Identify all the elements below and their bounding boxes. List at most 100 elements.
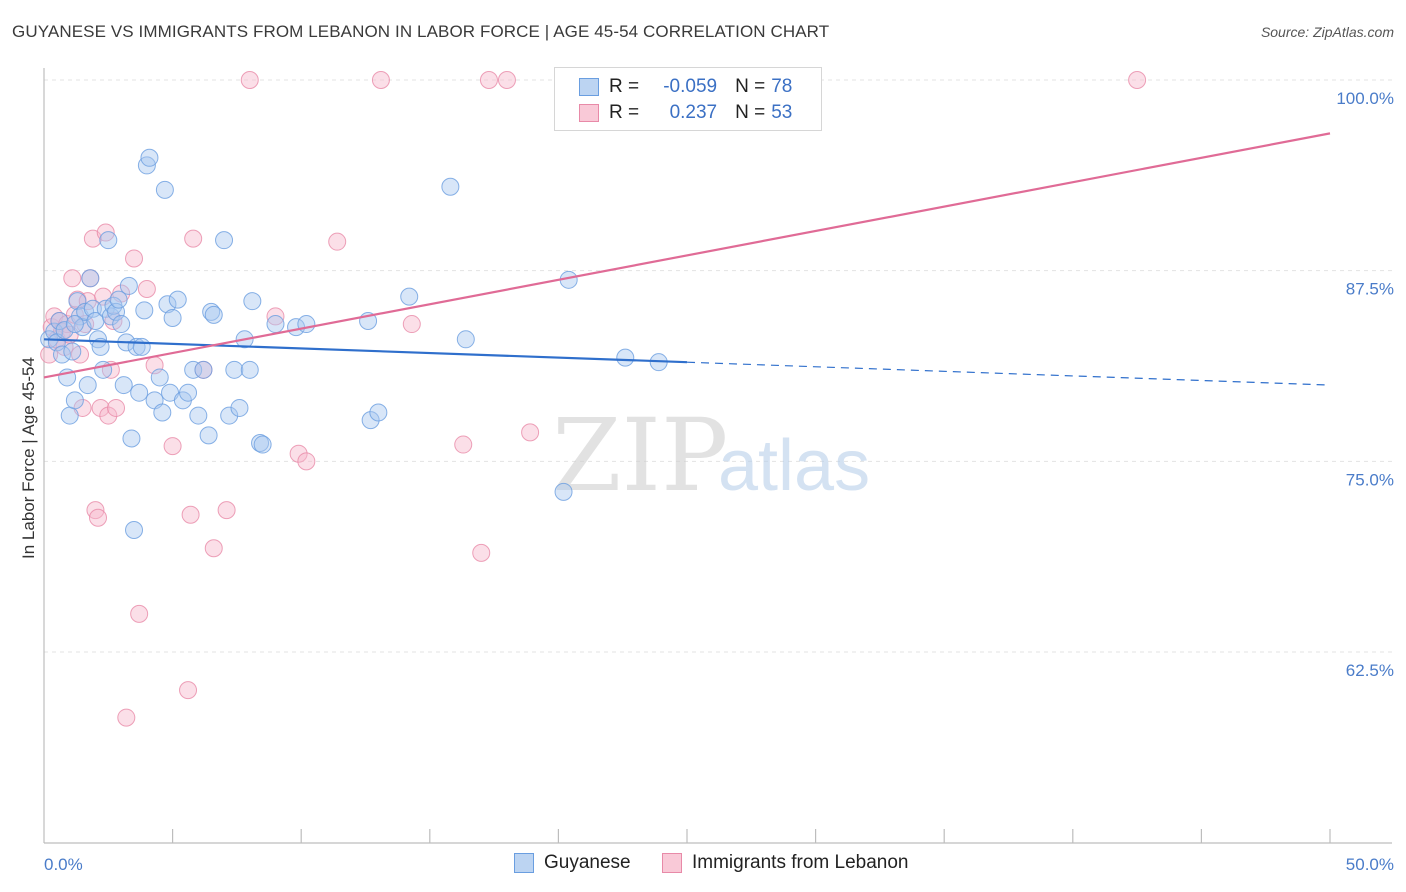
y-tick-label: 75.0% [1346, 470, 1394, 489]
guyanese-point [189, 406, 208, 425]
guyanese-point [240, 360, 259, 379]
lebanon-point [130, 604, 149, 623]
guyanese-point [53, 345, 72, 364]
y-tick-label: 100.0% [1336, 89, 1394, 108]
guyanese-point [132, 337, 151, 356]
lebanon-point [217, 501, 236, 520]
lebanon-point [371, 71, 390, 89]
legend-n-label: N = [735, 102, 766, 123]
watermark-zip: ZIP [552, 397, 728, 514]
guyanese-point [616, 348, 635, 367]
y-tick-label: 87.5% [1346, 280, 1394, 299]
lebanon-point [289, 444, 308, 463]
source-credit: Source: ZipAtlas.com [1260, 24, 1394, 40]
guyanese-point [230, 398, 249, 417]
lebanon-point [328, 232, 347, 251]
correlation-legend: R = -0.059 N = 78 R = 0.237 N = 53 [554, 67, 822, 131]
x-tick-label: 50.0% [1346, 855, 1394, 874]
guyanese-point [153, 403, 172, 422]
lebanon-trend-line [43, 132, 1331, 379]
guyanese-point [63, 342, 82, 361]
legend-label-guyanese: Guyanese [544, 852, 631, 873]
lebanon-point [63, 269, 82, 288]
guyanese-point [361, 411, 380, 430]
lebanon-point [454, 435, 473, 454]
legend-swatch-blue [579, 78, 599, 96]
guyanese-point [140, 148, 159, 167]
guyanese-point [94, 360, 113, 379]
guyanese-point [297, 315, 316, 334]
lebanon-point [125, 249, 144, 268]
guyanese-point [184, 360, 203, 379]
legend-n-value: 53 [771, 102, 793, 123]
y-axis-label: In Labor Force | Age 45-54 [19, 357, 38, 559]
guyanese-point [253, 435, 272, 454]
guyanese-point [114, 376, 133, 395]
guyanese-point [441, 177, 460, 196]
legend-item-lebanon[interactable]: Immigrants from Lebanon [662, 852, 909, 874]
guyanese-point [65, 391, 84, 410]
watermark-atlas: atlas [718, 426, 870, 506]
guyanese-point [119, 276, 138, 295]
lebanon-point [240, 71, 259, 89]
guyanese-point [554, 482, 573, 501]
guyanese-point [225, 360, 244, 379]
lebanon-point [99, 406, 118, 425]
lebanon-point [297, 452, 316, 471]
axes [43, 68, 1392, 844]
legend-n-label: N = [735, 76, 766, 97]
guyanese-point [155, 180, 174, 199]
lebanon-point [179, 681, 198, 700]
lebanon-point [521, 423, 540, 442]
guyanese-trend-extension [686, 361, 1331, 386]
legend-swatch-lebanon [662, 853, 682, 873]
guyanese-point [150, 368, 169, 387]
lebanon-point [402, 315, 421, 334]
legend-row-lebanon: R = 0.237 N = 53 [579, 100, 792, 126]
guyanese-point [243, 292, 262, 311]
guyanese-point [215, 231, 234, 250]
guyanese-point [78, 376, 97, 395]
legend-n-value: 78 [771, 76, 793, 97]
guyanese-point [135, 301, 154, 320]
guyanese-point [68, 292, 87, 311]
guyanese-point [199, 426, 218, 445]
guyanese-point [456, 330, 475, 349]
y-tick-label: 62.5% [1346, 661, 1394, 680]
lebanon-point [89, 508, 108, 527]
legend-r-label: R = [609, 76, 640, 97]
legend-r-value: 0.237 [669, 102, 718, 123]
lebanon-point [497, 71, 516, 89]
lebanon-point [181, 505, 200, 524]
trend-lines [43, 132, 1331, 386]
guyanese-point [122, 429, 141, 448]
guyanese-point [194, 360, 213, 379]
scatter-points [40, 71, 1147, 727]
guyanese-point [91, 337, 110, 356]
guyanese-point [125, 520, 144, 539]
chart-title: GUYANESE VS IMMIGRANTS FROM LEBANON IN L… [12, 22, 830, 41]
lebanon-point [479, 71, 498, 89]
guyanese-point [400, 287, 419, 306]
lebanon-point [91, 398, 110, 417]
guyanese-trend-line [43, 338, 688, 364]
lebanon-point [472, 543, 491, 562]
lebanon-point [117, 708, 136, 727]
guyanese-point [179, 383, 198, 402]
grid-lines [44, 79, 1392, 653]
guyanese-point [220, 406, 239, 425]
guyanese-point [204, 305, 223, 324]
guyanese-point [158, 295, 177, 314]
x-tick-label: 0.0% [44, 855, 83, 874]
guyanese-point [109, 290, 128, 309]
legend-r-label: R = [609, 102, 640, 123]
guyanese-point [65, 315, 84, 334]
guyanese-point [55, 321, 74, 340]
legend-item-guyanese[interactable]: Guyanese [514, 852, 631, 874]
legend-row-guyanese: R = -0.059 N = 78 [579, 74, 792, 100]
lebanon-point [163, 437, 182, 456]
legend-swatch-pink [579, 104, 599, 122]
guyanese-point [168, 290, 187, 309]
legend-r-value: -0.059 [663, 76, 718, 97]
